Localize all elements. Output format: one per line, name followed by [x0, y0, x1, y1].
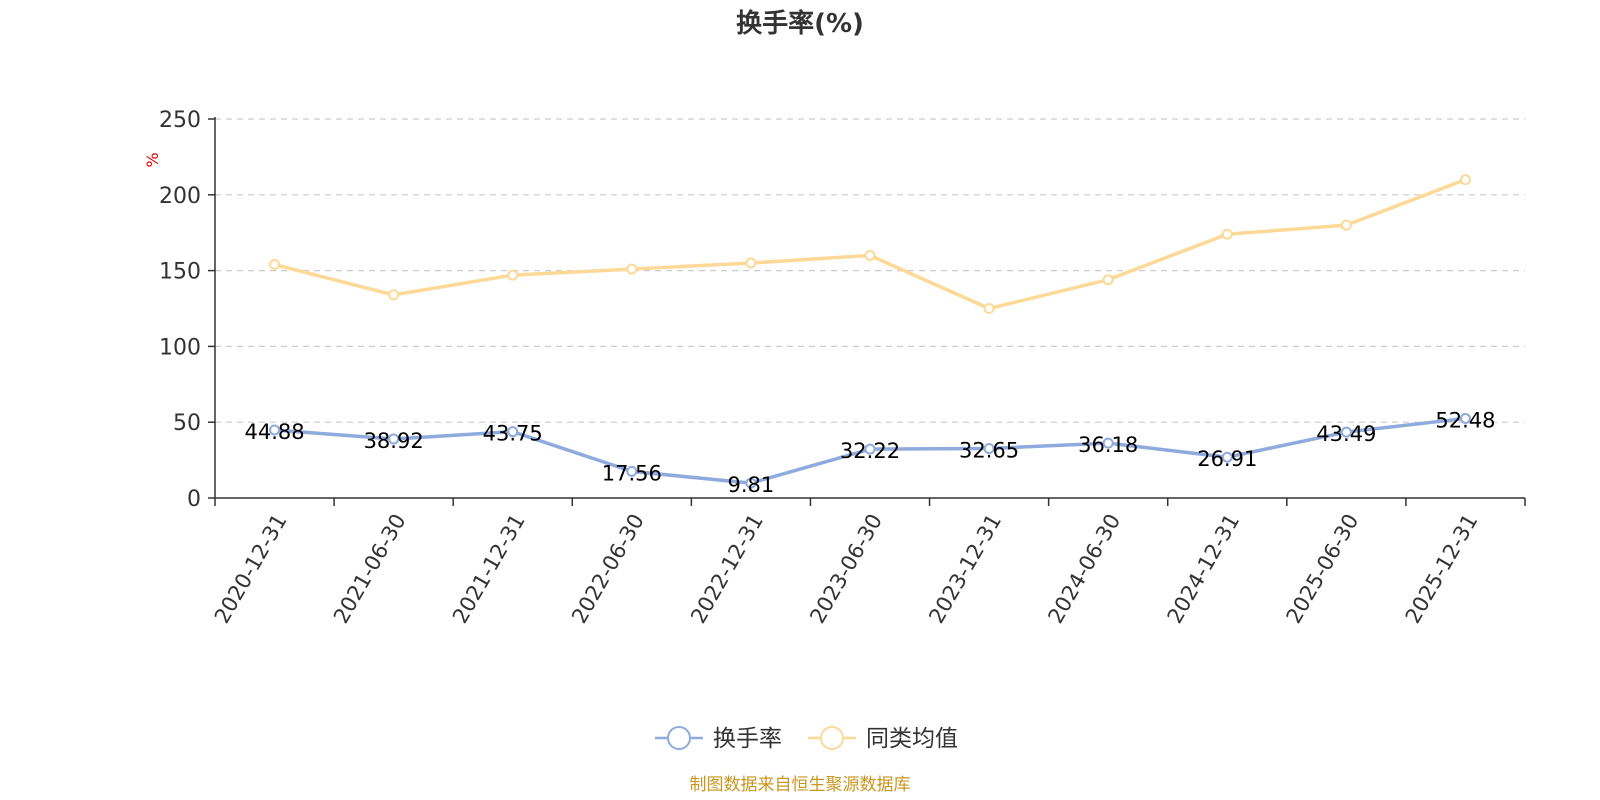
data-point — [983, 443, 995, 455]
x-tick-label: 2024-12-31 — [1163, 510, 1245, 628]
data-point — [1459, 174, 1471, 186]
legend-marker — [667, 726, 691, 750]
series-line-peer-average — [274, 178, 1467, 311]
x-tick-label: 2025-12-31 — [1401, 510, 1483, 628]
data-point — [1221, 451, 1233, 463]
x-tick-label: 2023-06-30 — [805, 510, 887, 628]
data-point — [626, 263, 638, 275]
data-source-note: 制图数据来自恒生聚源数据库 — [690, 775, 911, 795]
data-point — [1340, 219, 1352, 231]
y-tick-label: 50 — [173, 411, 201, 436]
chart-title: 换手率(%) — [736, 8, 864, 39]
data-label: 32.22 — [840, 439, 900, 463]
legend-marker — [820, 726, 844, 750]
legend-label: 换手率 — [713, 726, 782, 752]
data-point — [1102, 437, 1114, 449]
data-label: 26.91 — [1197, 447, 1257, 471]
data-labels: 44.88 38.92 43.75 17.56 9.81 32.22 32.65 36.18 2… — [244, 408, 1495, 497]
data-point — [864, 249, 876, 261]
data-label: 36.18 — [1078, 433, 1138, 457]
x-tick-label: 2022-12-31 — [686, 510, 768, 628]
data-point — [745, 477, 757, 489]
legend: 换手率 同类均值 — [655, 726, 958, 752]
x-tick-label: 2020-12-31 — [210, 510, 292, 628]
axes: 0 50 100 150 200 250 2020-12-31 2021-06-30 2021-… — [159, 108, 1526, 628]
series-layer — [269, 174, 1471, 489]
data-point — [626, 465, 638, 477]
data-point — [507, 426, 519, 438]
data-label: 9.81 — [728, 473, 775, 497]
y-tick-label: 250 — [159, 108, 201, 133]
data-point — [1340, 426, 1352, 438]
legend-label: 同类均值 — [866, 726, 958, 752]
data-point — [745, 257, 757, 269]
data-point — [507, 269, 519, 281]
x-tick-label: 2024-06-30 — [1043, 510, 1125, 628]
data-point — [983, 303, 995, 314]
x-tick-label: 2025-06-30 — [1282, 510, 1364, 628]
data-point — [269, 424, 281, 436]
data-label: 38.92 — [364, 429, 424, 453]
data-label: 44.88 — [244, 420, 304, 444]
x-tick-label: 2022-06-30 — [567, 510, 649, 628]
y-tick-label: 200 — [159, 184, 201, 209]
y-tick-label: 100 — [159, 335, 201, 360]
data-label: 43.75 — [483, 422, 543, 446]
data-label: 32.65 — [959, 439, 1019, 463]
y-axis-unit-label: % — [143, 152, 162, 167]
data-point — [864, 443, 876, 455]
y-tick-label: 0 — [187, 487, 201, 512]
data-point — [1221, 228, 1233, 240]
data-point — [388, 433, 400, 445]
x-tick-label: 2023-12-31 — [924, 510, 1006, 628]
x-tick-label: 2021-12-31 — [448, 510, 530, 628]
data-label: 43.49 — [1316, 422, 1376, 446]
data-point — [269, 259, 281, 271]
y-tick-label: 150 — [159, 260, 201, 285]
data-point — [1102, 274, 1114, 286]
grid-lines — [215, 118, 1525, 423]
data-label: 52.48 — [1435, 408, 1495, 432]
data-point — [1459, 412, 1471, 424]
x-tick-label: 2021-06-30 — [329, 510, 411, 628]
data-label: 17.56 — [602, 461, 662, 485]
data-point — [388, 289, 400, 301]
